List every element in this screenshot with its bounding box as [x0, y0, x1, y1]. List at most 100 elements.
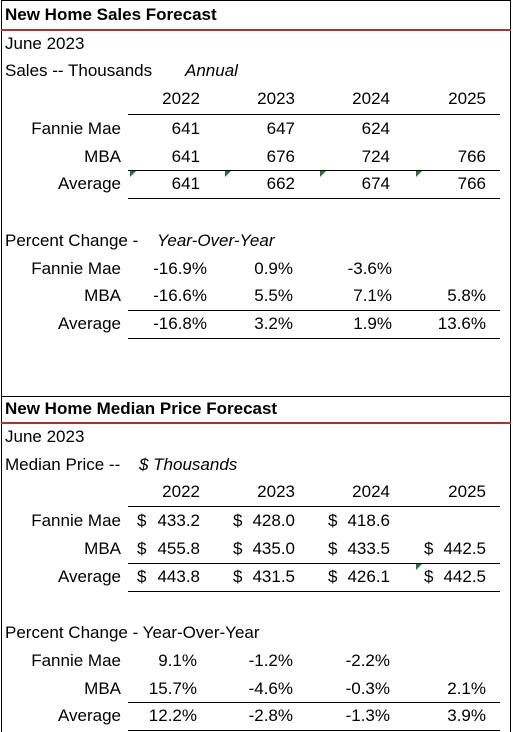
cell: -16.6% [153, 286, 207, 305]
rule [1, 396, 511, 397]
note-marker [416, 171, 422, 177]
row-label: Fannie Mae [31, 259, 121, 278]
cell: 5.8% [447, 286, 486, 305]
cell: 674 [361, 174, 390, 193]
unit-note: $ Thousands [139, 455, 238, 474]
cell: -4.6% [248, 679, 293, 698]
cell: 12.2% [148, 706, 197, 725]
subtitle-note: Year-Over-Year [157, 231, 275, 250]
year-header: 2024 [352, 89, 390, 108]
year-header: 2022 [162, 482, 200, 501]
rule [1, 422, 511, 424]
currency: $ [233, 539, 243, 558]
section-title: New Home Median Price Forecast [5, 399, 278, 418]
rule [1, 29, 511, 31]
currency: $ [137, 511, 147, 530]
row-label: Fannie Mae [31, 651, 121, 670]
section-subtitle: Percent Change - Year-Over-Year [5, 623, 260, 642]
rule [128, 170, 500, 171]
rule [128, 114, 500, 115]
border [1, 0, 2, 732]
cell: -0.3% [345, 679, 390, 698]
cell: 766 [457, 174, 486, 193]
cell: 641 [171, 174, 200, 193]
border [510, 0, 511, 732]
currency: $ [424, 567, 434, 586]
rule [128, 310, 500, 311]
row-label: Average [57, 567, 121, 586]
currency: $ [137, 539, 147, 558]
unit: Sales -- Thousands [5, 61, 153, 80]
cell: 418.6 [347, 511, 390, 530]
row-label: Fannie Mae [31, 511, 121, 530]
section-title: New Home Sales Forecast [5, 5, 217, 24]
cell: 443.8 [157, 567, 200, 586]
rule [128, 198, 500, 199]
cell: 426.1 [347, 567, 390, 586]
cell: 676 [266, 147, 295, 166]
unit-note: Annual [185, 61, 238, 80]
cell: 433.2 [157, 511, 200, 530]
date: June 2023 [5, 427, 85, 446]
currency: $ [233, 511, 243, 530]
cell: 641 [171, 119, 200, 138]
currency: $ [328, 539, 338, 558]
cell: 647 [266, 119, 295, 138]
rule [128, 338, 500, 339]
year-header: 2022 [162, 89, 200, 108]
currency: $ [328, 567, 338, 586]
cell: -1.2% [248, 651, 293, 670]
cell: 7.1% [353, 286, 392, 305]
note-marker [225, 171, 231, 177]
rule [128, 702, 500, 703]
cell: -2.2% [345, 651, 390, 670]
cell: 431.5 [252, 567, 295, 586]
cell: 5.5% [254, 286, 293, 305]
cell: -16.9% [153, 259, 207, 278]
cell: 0.9% [254, 259, 293, 278]
currency: $ [328, 511, 338, 530]
unit: Median Price -- [5, 455, 125, 474]
cell: 624 [361, 119, 390, 138]
row-label: MBA [84, 539, 121, 558]
cell: 3.9% [447, 706, 486, 725]
row-label: Average [57, 706, 121, 725]
row-label: Average [57, 314, 121, 333]
row-label: MBA [84, 147, 121, 166]
currency: $ [137, 567, 147, 586]
year-header: 2024 [352, 482, 390, 501]
cell: 3.2% [254, 314, 293, 333]
row-label: MBA [84, 286, 121, 305]
rule [128, 506, 500, 507]
note-marker [416, 564, 422, 570]
year-header: 2025 [448, 89, 486, 108]
rule [128, 730, 500, 731]
year-header: 2023 [257, 89, 295, 108]
row-label: MBA [84, 679, 121, 698]
cell: 1.9% [353, 314, 392, 333]
cell: 662 [266, 174, 295, 193]
row-label: Average [57, 174, 121, 193]
rule [128, 591, 500, 592]
cell: 435.0 [252, 539, 295, 558]
cell: 641 [171, 147, 200, 166]
year-header: 2025 [448, 482, 486, 501]
row-label: Fannie Mae [31, 119, 121, 138]
cell: -1.3% [345, 706, 390, 725]
cell: 766 [457, 147, 486, 166]
cell: 2.1% [447, 679, 486, 698]
cell: -3.6% [347, 259, 392, 278]
cell: 455.8 [157, 539, 200, 558]
cell: -16.8% [153, 314, 207, 333]
currency: $ [233, 567, 243, 586]
cell: 442.5 [443, 539, 486, 558]
note-marker [320, 171, 326, 177]
rule [1, 0, 511, 1]
cell: 13.6% [437, 314, 486, 333]
year-header: 2023 [257, 482, 295, 501]
cell: 724 [361, 147, 390, 166]
section-subtitle: Percent Change - [5, 231, 143, 250]
cell: -2.8% [248, 706, 293, 725]
note-marker [130, 171, 136, 177]
